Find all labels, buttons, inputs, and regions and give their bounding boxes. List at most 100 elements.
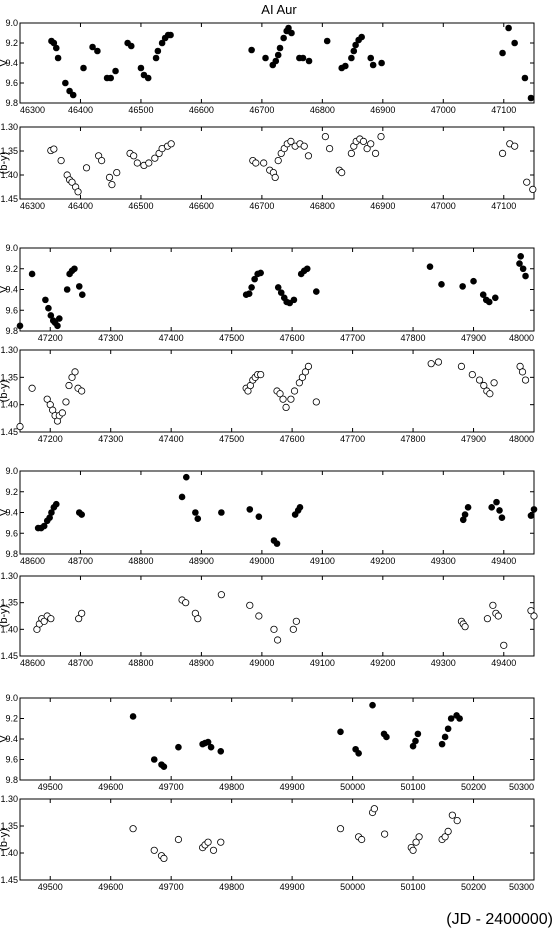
data-point — [245, 290, 253, 297]
data-point — [271, 173, 279, 181]
data-point — [500, 641, 508, 649]
data-point — [45, 304, 52, 312]
panel-frame — [19, 349, 535, 433]
data-point — [182, 599, 190, 607]
data-point — [145, 159, 153, 167]
data-point — [175, 743, 182, 751]
x-tick-label: 50200 — [461, 882, 486, 892]
data-point — [279, 395, 287, 403]
data-point — [58, 409, 66, 417]
x-tick-label: 46900 — [370, 201, 395, 211]
x-tick-label: 49400 — [491, 556, 516, 566]
data-point — [352, 41, 359, 49]
data-point — [107, 74, 115, 82]
data-point — [255, 513, 263, 520]
data-point — [498, 149, 507, 157]
data-point — [363, 145, 371, 153]
data-point — [470, 277, 477, 285]
y-axis-label: V — [0, 508, 10, 516]
data-point — [521, 376, 530, 384]
x-tick-label: 46300 — [20, 201, 45, 211]
data-point — [438, 740, 446, 748]
data-point — [75, 283, 83, 290]
x-tick-label: 49200 — [370, 658, 395, 668]
data-point — [217, 747, 225, 755]
x-axis-label: (JD - 2400000) — [446, 911, 553, 928]
data-point — [444, 827, 452, 836]
data-point — [75, 615, 83, 623]
data-point — [272, 57, 280, 65]
data-point — [326, 145, 334, 153]
data-point — [496, 507, 503, 514]
data-point — [527, 94, 535, 102]
y-axis-label: V — [0, 735, 10, 743]
data-point — [78, 511, 85, 518]
y-tick-label: 1.30 — [0, 571, 18, 581]
data-point — [444, 725, 452, 733]
x-tick-label: 48800 — [128, 556, 153, 566]
x-tick-label: 47600 — [280, 333, 305, 343]
data-point — [438, 281, 445, 288]
data-point — [303, 265, 311, 273]
x-tick-label: 49700 — [159, 782, 184, 792]
x-tick-label: 49700 — [159, 882, 184, 892]
data-point — [69, 91, 77, 99]
x-tick-label: 48900 — [189, 658, 214, 668]
data-point — [274, 636, 282, 644]
x-tick-label: 46400 — [68, 201, 93, 211]
y-tick-label: 9.8 — [5, 326, 18, 336]
x-tick-label: 47300 — [98, 434, 123, 444]
data-point — [56, 315, 63, 322]
data-point — [522, 272, 529, 280]
y-tick-label: 1.45 — [0, 427, 18, 437]
y-tick-label: 1.40 — [0, 848, 18, 858]
data-point — [47, 615, 55, 623]
data-point — [290, 296, 298, 304]
data-point — [52, 44, 60, 52]
data-point — [350, 47, 358, 55]
data-point — [358, 835, 366, 844]
data-point — [287, 395, 295, 403]
y-tick-label: 1.45 — [0, 194, 18, 204]
x-tick-label: 49900 — [280, 782, 305, 792]
data-point — [336, 825, 345, 833]
data-point — [257, 269, 264, 277]
data-point — [448, 811, 456, 819]
data-point — [71, 368, 79, 376]
x-tick-label: 50300 — [509, 882, 534, 892]
data-point — [16, 322, 24, 330]
data-point — [519, 265, 527, 273]
y-tick-label: 1.45 — [0, 875, 18, 885]
x-tick-label: 46300 — [20, 105, 45, 115]
panel-8: 49500 49600 49700 49800 49900 50000 50100 50200… — [0, 794, 535, 892]
data-point — [480, 381, 488, 390]
data-point — [98, 157, 106, 165]
data-point — [270, 625, 278, 633]
x-tick-label: 50000 — [340, 882, 365, 892]
data-point — [486, 390, 494, 398]
data-point — [71, 265, 78, 273]
data-point — [94, 47, 101, 55]
x-tick-label: 47600 — [280, 434, 305, 444]
data-point — [355, 750, 362, 757]
data-point — [167, 140, 175, 148]
y-axis-label: (b-y) — [0, 152, 10, 175]
data-point — [530, 506, 538, 513]
data-point — [369, 61, 377, 69]
data-point — [137, 64, 145, 72]
data-point — [276, 390, 284, 398]
x-tick-label: 50100 — [401, 882, 426, 892]
data-point — [276, 44, 284, 52]
x-tick-label: 50100 — [401, 782, 426, 792]
data-point — [63, 286, 71, 293]
x-tick-label: 48700 — [68, 658, 93, 668]
data-point — [133, 159, 141, 167]
x-tick-label: 47300 — [98, 333, 123, 343]
data-point — [464, 504, 472, 511]
y-tick-label: 1.45 — [0, 651, 18, 661]
data-point — [112, 67, 119, 75]
x-tick-label: 46500 — [128, 105, 153, 115]
x-tick-label: 46800 — [310, 105, 335, 115]
data-point — [483, 615, 492, 623]
data-point — [516, 260, 523, 267]
